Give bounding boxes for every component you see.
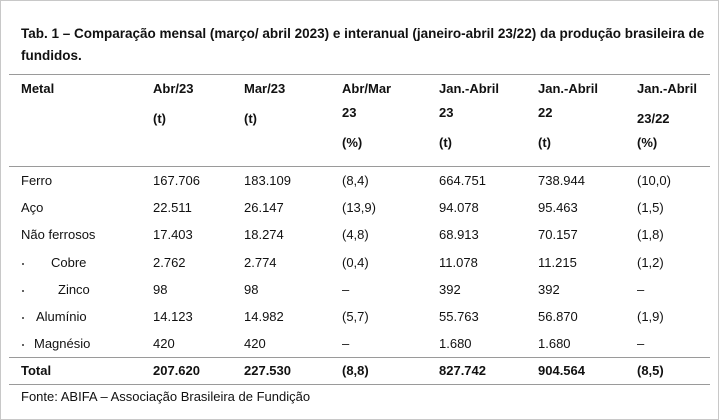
rule xyxy=(9,357,710,358)
cell: 392 xyxy=(439,281,461,297)
row-label: Não ferrosos xyxy=(21,227,96,243)
row-label: Zinco xyxy=(58,281,90,297)
row-label: Magnésio xyxy=(34,336,91,352)
cell: 22.511 xyxy=(153,200,192,216)
cell: 392 xyxy=(538,281,560,297)
rule xyxy=(9,74,710,75)
cell: 95.463 xyxy=(538,200,578,216)
cell: – xyxy=(342,336,350,352)
header-cell: 23 xyxy=(342,105,357,120)
total-cell: 207.620 xyxy=(153,363,200,378)
header-cell: (t) xyxy=(538,135,551,150)
cell: (1,8) xyxy=(637,227,664,243)
header-cell: Jan.-Abril xyxy=(439,81,499,96)
cell: 68.913 xyxy=(439,227,479,243)
header-cell: Abr/Mar xyxy=(342,81,392,96)
cell: 14.123 xyxy=(153,309,193,324)
cell: 2.774 xyxy=(244,254,277,270)
cell: 70.157 xyxy=(538,227,578,243)
header-cell: Jan.-Abril xyxy=(538,81,598,96)
cell: 56.870 xyxy=(538,309,578,324)
cell: 17.403 xyxy=(153,227,193,243)
header-cell: (t) xyxy=(153,111,166,126)
cell: (1,5) xyxy=(637,200,664,216)
cell: 98 xyxy=(153,281,168,297)
cell: 11.078 xyxy=(439,254,478,270)
header-cell: Jan.-Abril xyxy=(637,81,697,96)
bullet xyxy=(22,262,24,265)
header-cell: Mar/23 xyxy=(244,81,286,96)
cell: 26.147 xyxy=(244,200,284,216)
cell: – xyxy=(637,281,645,297)
total-cell: 904.564 xyxy=(538,363,585,378)
cell: 11.215 xyxy=(538,254,577,270)
cell: (0,4) xyxy=(342,254,369,270)
cell: 420 xyxy=(153,336,175,352)
source-note: Fonte: ABIFA – Associação Brasileira de … xyxy=(21,389,311,404)
cell: 183.109 xyxy=(244,173,291,188)
cell: 18.274 xyxy=(244,227,284,243)
header-cell: (%) xyxy=(342,135,363,150)
row-label: Ferro xyxy=(21,173,53,188)
rule xyxy=(9,384,710,385)
total-cell: (8,8) xyxy=(342,363,369,378)
row-label: Alumínio xyxy=(36,309,87,324)
cell: 55.763 xyxy=(439,309,479,324)
cell: (1,9) xyxy=(637,309,664,324)
row-label: Aço xyxy=(21,200,44,216)
header-cell: (t) xyxy=(439,135,452,150)
cell: (5,7) xyxy=(342,309,369,324)
header-cell: Metal xyxy=(21,81,55,96)
cell: 2.762 xyxy=(153,254,186,270)
cell: 14.982 xyxy=(244,309,284,324)
cell: 94.078 xyxy=(439,200,479,216)
cell: 98 xyxy=(244,281,259,297)
cell: 1.680 xyxy=(538,336,571,352)
header-cell: 22 xyxy=(538,105,553,120)
total-cell: 827.742 xyxy=(439,363,486,378)
cell: (4,8) xyxy=(342,227,369,243)
table-title: Tab. 1 – Comparação mensal (março/ abril… xyxy=(21,26,705,63)
total-cell: 227.530 xyxy=(244,363,291,378)
cell: 664.751 xyxy=(439,173,486,188)
rule xyxy=(9,166,710,167)
header-cell: 23/22 xyxy=(637,111,670,126)
cell: (10,0) xyxy=(637,173,671,188)
cell: – xyxy=(342,281,350,297)
bullet xyxy=(22,344,24,347)
row-label: Cobre xyxy=(51,254,87,270)
total-cell: (8,5) xyxy=(637,363,664,378)
cell: – xyxy=(637,336,645,352)
header-cell: Abr/23 xyxy=(153,81,194,96)
cell: (1,2) xyxy=(637,254,664,270)
cell: 167.706 xyxy=(153,173,200,188)
header-cell: (t) xyxy=(244,111,257,126)
header-cell: (%) xyxy=(637,135,658,150)
cell: 738.944 xyxy=(538,173,585,188)
total-label: Total xyxy=(21,363,52,378)
bullet xyxy=(22,289,24,292)
header-cell: 23 xyxy=(439,105,454,120)
cell: (8,4) xyxy=(342,173,369,188)
cell: 1.680 xyxy=(439,336,472,352)
cell: (13,9) xyxy=(342,200,376,216)
bullet xyxy=(22,317,24,319)
cell: 420 xyxy=(244,336,266,352)
